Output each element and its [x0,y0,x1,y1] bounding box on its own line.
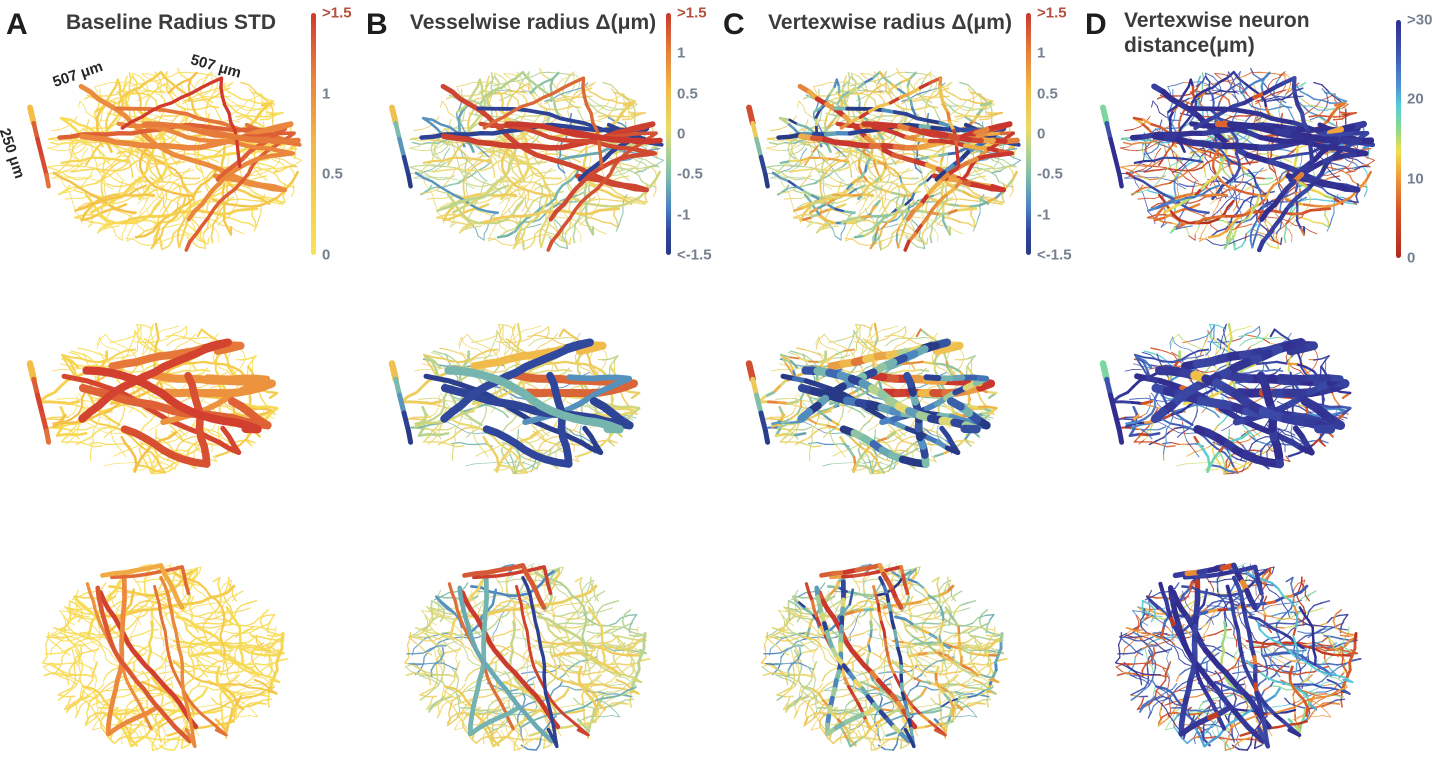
panel-title-a: Baseline Radius STD [65,11,277,34]
colorbar-tick-label: 20 [1407,90,1424,108]
network-vesselwise-row1 [377,40,677,265]
colorbar-vertexwise-delta: >1.5 1 0.5 0 -0.5 -1 <-1.5 [1026,5,1086,264]
network-vertexwise-row2 [734,296,1034,521]
network-vertexwise-row3 [734,538,1034,763]
colorbar-gradient [1396,20,1401,258]
colorbar-tick-label: 0.5 [322,165,343,183]
colorbar-tick-label: >1.5 [322,4,352,22]
colorbar-tick-label: -1 [1037,206,1051,224]
colorbar-tick-label: 0 [1037,125,1046,143]
panel-letter-d: D [1085,8,1107,41]
network-vesselwise-row3 [377,538,677,763]
colorbar-ticks: >1.5 1 0.5 0 -0.5 -1 <-1.5 [677,5,725,264]
colorbar-tick-label: >1.5 [677,4,707,22]
colorbar-tick-label: >30 [1407,11,1433,29]
colorbar-baseline-std: >1.5 1 0.5 0 [311,5,371,264]
panel-title-d-line1: Vertexwise neuron [1124,9,1310,32]
network-distance-row2 [1088,296,1388,521]
colorbar-tick-label: 0 [1407,249,1416,267]
colorbar-ticks: >30 20 10 0 [1407,12,1446,267]
colorbar-tick-label: >1.5 [1037,4,1067,22]
colorbar-tick-label: 1 [322,85,331,103]
colorbar-tick-label: 0 [677,125,686,143]
network-vertexwise-row1 [734,40,1034,265]
panel-title-c: Vertexwise radius Δ(μm) [768,11,1012,34]
colorbar-tick-label: 0.5 [677,85,698,103]
panel-letter-b: B [366,8,388,41]
network-baseline-row1 [15,40,315,265]
colorbar-tick-label: -0.5 [1037,165,1063,183]
colorbar-tick-label: 1 [1037,44,1046,62]
colorbar-neuron-distance: >30 20 10 0 [1396,12,1446,267]
network-vesselwise-row2 [377,296,677,521]
colorbar-tick-label: -0.5 [677,165,703,183]
colorbar-tick-label: -1 [677,206,691,224]
colorbar-tick-label: 0.5 [1037,85,1058,103]
colorbar-ticks: >1.5 1 0.5 0 [322,5,370,264]
network-baseline-row2 [15,296,315,521]
panel-letter-a: A [6,8,28,41]
network-distance-row3 [1088,538,1388,763]
colorbar-tick-label: 1 [677,44,686,62]
colorbar-tick-label: 10 [1407,170,1424,188]
network-distance-row1 [1088,40,1388,265]
panel-letter-c: C [723,8,745,41]
network-baseline-row3 [15,538,315,763]
colorbar-tick-label: 0 [322,246,331,264]
panel-title-b: Vesselwise radius Δ(μm) [409,11,657,34]
colorbar-tick-label: <-1.5 [1037,246,1072,264]
colorbar-tick-label: <-1.5 [677,246,712,264]
colorbar-ticks: >1.5 1 0.5 0 -0.5 -1 <-1.5 [1037,5,1085,264]
